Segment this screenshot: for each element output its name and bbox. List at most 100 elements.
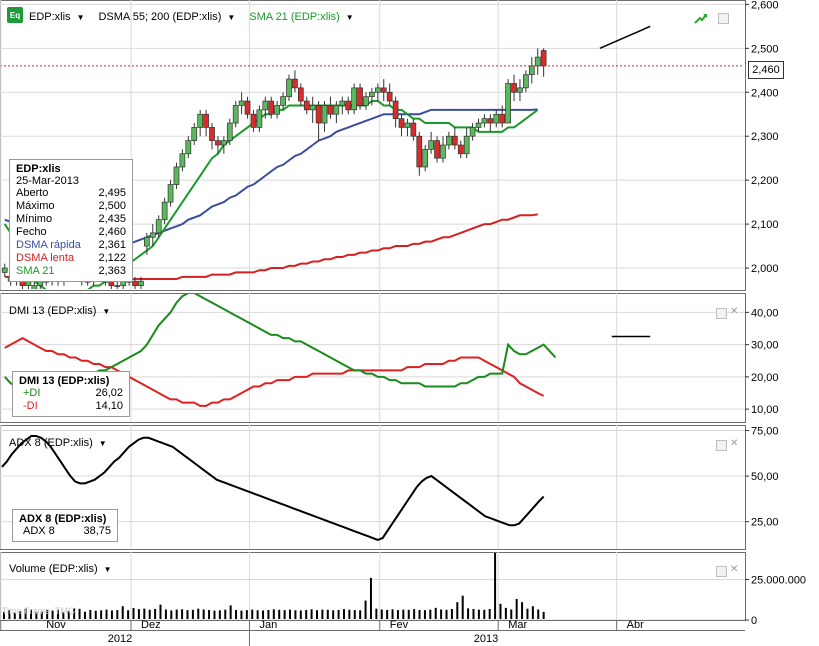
volume-bar: [56, 609, 59, 619]
price-trendline: [599, 25, 651, 50]
symbol-label[interactable]: EDP:xlis: [29, 11, 71, 23]
candle-body: [410, 122, 417, 137]
timeframe-watermark: Time Frame: TMG: [2, 606, 76, 616]
adx-maximize-icon[interactable]: [716, 440, 727, 451]
candle-body: [250, 113, 257, 128]
price-legend-title: EDP:xlis: [16, 163, 61, 175]
volume-bar: [450, 608, 453, 619]
candle-body: [280, 96, 286, 106]
volume-bar: [542, 611, 545, 619]
legend-adx-label: ADX 8: [23, 525, 55, 537]
volume-bar: [159, 604, 162, 619]
price-pane-header: EDP:xlis ▼ DSMA 55; 200 (EDP:xlis) ▼ SMA 2…: [29, 11, 354, 23]
candle-body: [374, 87, 381, 93]
month-label: Fev: [390, 619, 409, 631]
candle-body: [386, 91, 393, 102]
volume-bar: [100, 610, 103, 619]
price-axis-tick-label: 2,100: [751, 219, 779, 231]
volume-bar: [267, 609, 270, 619]
volume-bar: [175, 609, 178, 619]
adx-legend-title: ADX 8 (EDP:xlis): [19, 513, 107, 525]
volume-bar: [413, 609, 416, 619]
volume-bar: [429, 609, 432, 619]
volume-bar: [40, 611, 43, 619]
sma-dropdown-icon[interactable]: ▼: [345, 12, 354, 22]
volume-bar: [143, 608, 146, 619]
adx-close-icon[interactable]: ✕: [730, 438, 739, 449]
pane-maximize-icon[interactable]: [718, 13, 729, 24]
candle-body: [398, 118, 405, 128]
dmi-maximize-icon[interactable]: [716, 308, 727, 319]
volume-bar: [380, 609, 383, 619]
volume-bar: [127, 610, 130, 619]
dmi-legend-title: DMI 13 (EDP:xlis): [19, 375, 110, 387]
candle-body: [167, 184, 174, 203]
candle-body: [286, 78, 292, 98]
volume-label[interactable]: Volume (EDP:xlis): [9, 563, 98, 575]
volume-bar: [235, 609, 238, 619]
symbol-dropdown-icon[interactable]: ▼: [76, 12, 85, 22]
volume-bar: [321, 609, 324, 619]
volume-bar: [407, 609, 410, 619]
legend-plus-di-label: +DI: [23, 387, 41, 399]
volume-bar: [396, 610, 399, 619]
volume-bar: [289, 609, 292, 619]
sma-label[interactable]: SMA 21 (EDP:xlis): [249, 11, 340, 23]
volume-bar: [202, 609, 205, 619]
volume-bar: [391, 609, 394, 619]
legend-minus-di-label: -DI: [23, 400, 38, 412]
adx-legend: ADX 8 (EDP:xlis) ADX 8 38,75: [12, 509, 118, 542]
legend-open-value: 2,495: [98, 187, 126, 199]
candle-body: [505, 83, 511, 124]
candle-body: [481, 118, 488, 124]
price-axis-tick-label: 2,600: [751, 0, 779, 11]
volume-maximize-icon[interactable]: [716, 566, 727, 577]
volume-bar: [440, 609, 443, 619]
volume-bar: [13, 612, 16, 619]
legend-sma21-value: 2,363: [98, 265, 126, 277]
dmi-dropdown-icon[interactable]: ▼: [102, 306, 111, 316]
volume-plot: [3, 553, 545, 619]
volume-bar: [423, 610, 426, 619]
volume-bar: [51, 610, 54, 619]
minus-di-line: [4, 337, 545, 407]
legend-close-value: 2,460: [98, 226, 126, 238]
candle-body: [309, 105, 316, 111]
legend-dsma-fast-label: DSMA rápida: [16, 239, 81, 251]
candle-body: [292, 78, 298, 89]
volume-close-icon[interactable]: ✕: [730, 564, 739, 575]
candle-body: [380, 87, 387, 93]
adx-dropdown-icon[interactable]: ▼: [98, 438, 107, 448]
candle-body: [434, 140, 440, 159]
candle-body: [451, 135, 458, 146]
volume-bar: [35, 611, 38, 619]
volume-bar: [456, 602, 459, 619]
volume-bar: [208, 609, 211, 619]
dmi-close-icon[interactable]: ✕: [730, 306, 739, 317]
volume-bar: [369, 577, 372, 619]
legend-adx-value: 38,75: [83, 525, 111, 537]
volume-bar: [245, 610, 248, 619]
equity-icon[interactable]: Eq: [7, 7, 23, 23]
volume-bar: [294, 610, 297, 619]
volume-bar: [434, 607, 437, 619]
volume-bar: [515, 598, 518, 619]
candle-body: [149, 232, 156, 238]
trend-arrow-icon[interactable]: [694, 11, 708, 25]
volume-bar: [483, 609, 486, 619]
candle-body: [274, 105, 281, 115]
dsma-dropdown-icon[interactable]: ▼: [227, 12, 236, 22]
dsma-label[interactable]: DSMA 55; 200 (EDP:xlis): [98, 11, 222, 23]
price-axis-tick-label: 2,000: [751, 263, 779, 275]
volume-bar: [67, 610, 70, 619]
adx-label[interactable]: ADX 8 (EDP:xlis): [9, 437, 93, 449]
dmi-label[interactable]: DMI 13 (EDP:xlis): [9, 305, 97, 317]
candle-body: [268, 100, 275, 115]
candle-body: [487, 118, 494, 124]
candle-body: [416, 135, 423, 168]
candle-body: [446, 135, 452, 146]
volume-bar: [19, 611, 22, 619]
volume-dropdown-icon[interactable]: ▼: [103, 564, 112, 574]
candle-body: [493, 113, 500, 124]
